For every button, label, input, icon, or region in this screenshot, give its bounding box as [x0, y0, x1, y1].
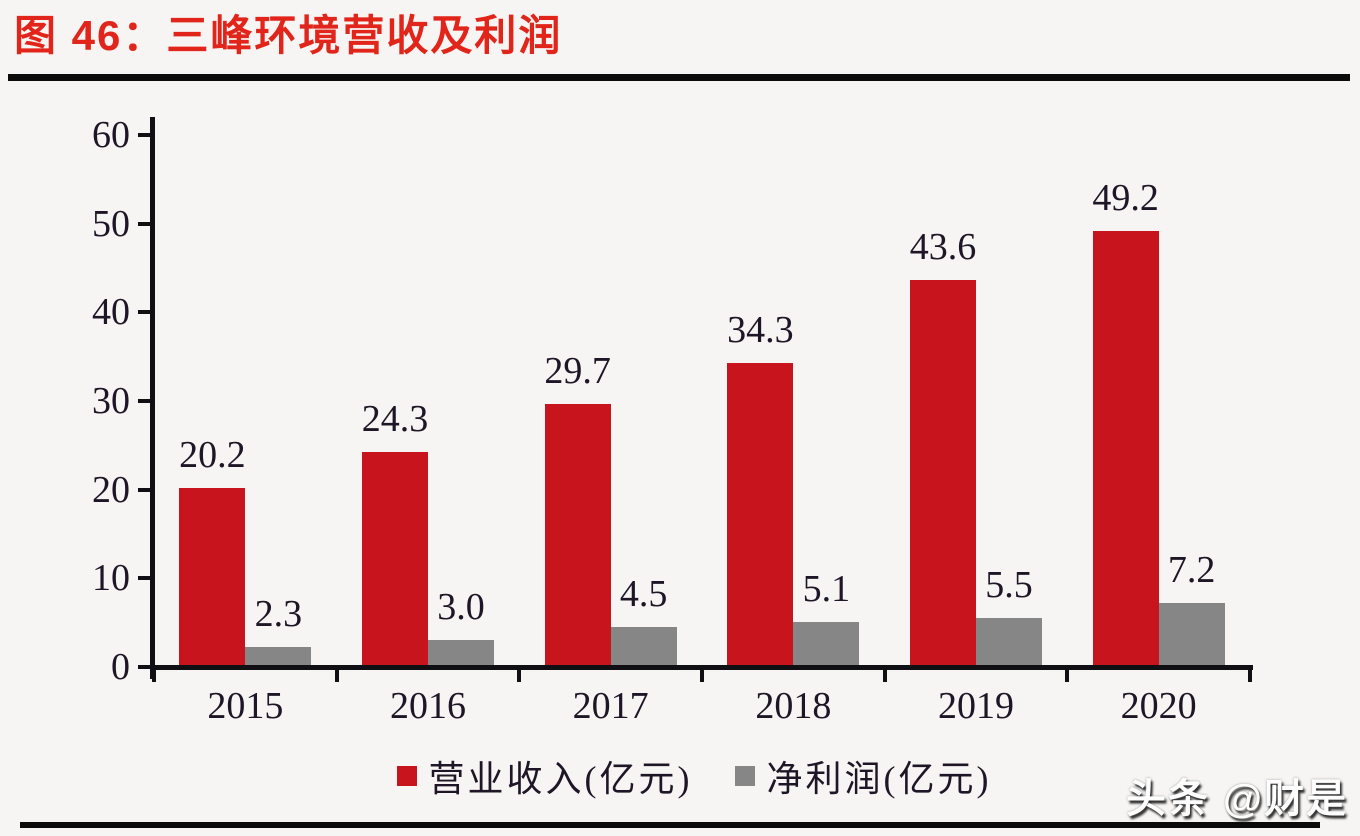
- x-axis-tick: [882, 668, 887, 682]
- bar-profit-2015: [245, 646, 312, 667]
- y-axis-tick-label: 30: [92, 380, 130, 422]
- y-axis-tick-label: 0: [111, 646, 130, 688]
- legend-swatch-revenue: [396, 766, 417, 786]
- value-label-profit-2020: 7.2: [1167, 549, 1216, 592]
- bar-profit-2019: [976, 618, 1042, 667]
- value-label-profit-2016: 3.0: [437, 586, 485, 629]
- x-axis-category-label: 2019: [938, 685, 1014, 727]
- value-label-revenue-2016: 24.3: [361, 397, 429, 440]
- value-label-revenue-2020: 49.2: [1092, 176, 1159, 219]
- y-axis-tick: [138, 310, 151, 315]
- figure-title: 图 46：三峰环境营收及利润: [14, 12, 563, 59]
- legend-item-profit: 净利润(亿元): [734, 750, 992, 802]
- value-label-revenue-2018: 34.3: [727, 308, 794, 351]
- bar-revenue-2019: [910, 280, 976, 667]
- y-axis-tick-label: 60: [92, 114, 130, 156]
- y-axis-tick-label: 50: [92, 202, 130, 245]
- legend-swatch-profit: [734, 766, 755, 786]
- value-label-revenue-2015: 20.2: [179, 433, 246, 476]
- x-axis-tick: [1065, 668, 1070, 682]
- x-axis-tick: [1248, 668, 1252, 682]
- bar-revenue-2020: [1092, 230, 1159, 667]
- value-label-profit-2015: 2.3: [254, 592, 303, 635]
- bar-revenue-2017: [544, 403, 611, 667]
- bar-profit-2016: [428, 640, 494, 667]
- y-axis-tick-label: 40: [92, 291, 130, 334]
- x-axis-category-label: 2018: [755, 685, 832, 727]
- bar-profit-2020: [1158, 603, 1225, 667]
- bar-revenue-2016: [362, 451, 428, 667]
- y-axis-tick: [138, 399, 151, 403]
- x-axis-category-label: 2015: [207, 685, 284, 727]
- watermark: 头条 @财是: [1125, 777, 1348, 821]
- y-axis-tick: [138, 487, 151, 492]
- x-axis-tick: [152, 668, 156, 682]
- y-axis-tick-label: 20: [92, 468, 130, 511]
- x-axis-category-label: 2017: [572, 685, 649, 727]
- chart-legend: 营业收入(亿元) 净利润(亿元): [14, 750, 1360, 802]
- value-label-revenue-2019: 43.6: [909, 226, 977, 269]
- bar-revenue-2018: [727, 362, 794, 667]
- y-axis-tick: [138, 221, 151, 226]
- x-axis-tick: [334, 668, 339, 682]
- value-label-profit-2017: 4.5: [619, 573, 668, 616]
- legend-item-revenue: 营业收入(亿元): [396, 750, 693, 802]
- legend-label-revenue: 营业收入(亿元): [428, 759, 693, 799]
- bar-profit-2018: [793, 621, 860, 667]
- y-axis-line: [150, 117, 155, 679]
- value-label-revenue-2017: 29.7: [544, 349, 611, 392]
- y-axis-tick-label: 10: [92, 557, 130, 600]
- x-axis-category-label: 2016: [390, 685, 466, 727]
- bar-profit-2017: [610, 627, 677, 667]
- x-axis-line: [150, 665, 1253, 670]
- bar-revenue-2015: [179, 487, 246, 667]
- legend-label-profit: 净利润(亿元): [766, 759, 992, 799]
- y-axis-tick: [138, 133, 151, 137]
- y-axis-tick: [138, 576, 151, 581]
- bottom-divider: [20, 822, 1320, 828]
- value-label-profit-2018: 5.1: [802, 567, 851, 610]
- top-divider: [8, 74, 1350, 81]
- value-label-profit-2019: 5.5: [985, 564, 1033, 607]
- x-axis-tick: [700, 668, 704, 682]
- x-axis-category-label: 2020: [1120, 685, 1197, 727]
- y-axis-tick: [138, 665, 151, 669]
- x-axis-tick: [517, 668, 522, 682]
